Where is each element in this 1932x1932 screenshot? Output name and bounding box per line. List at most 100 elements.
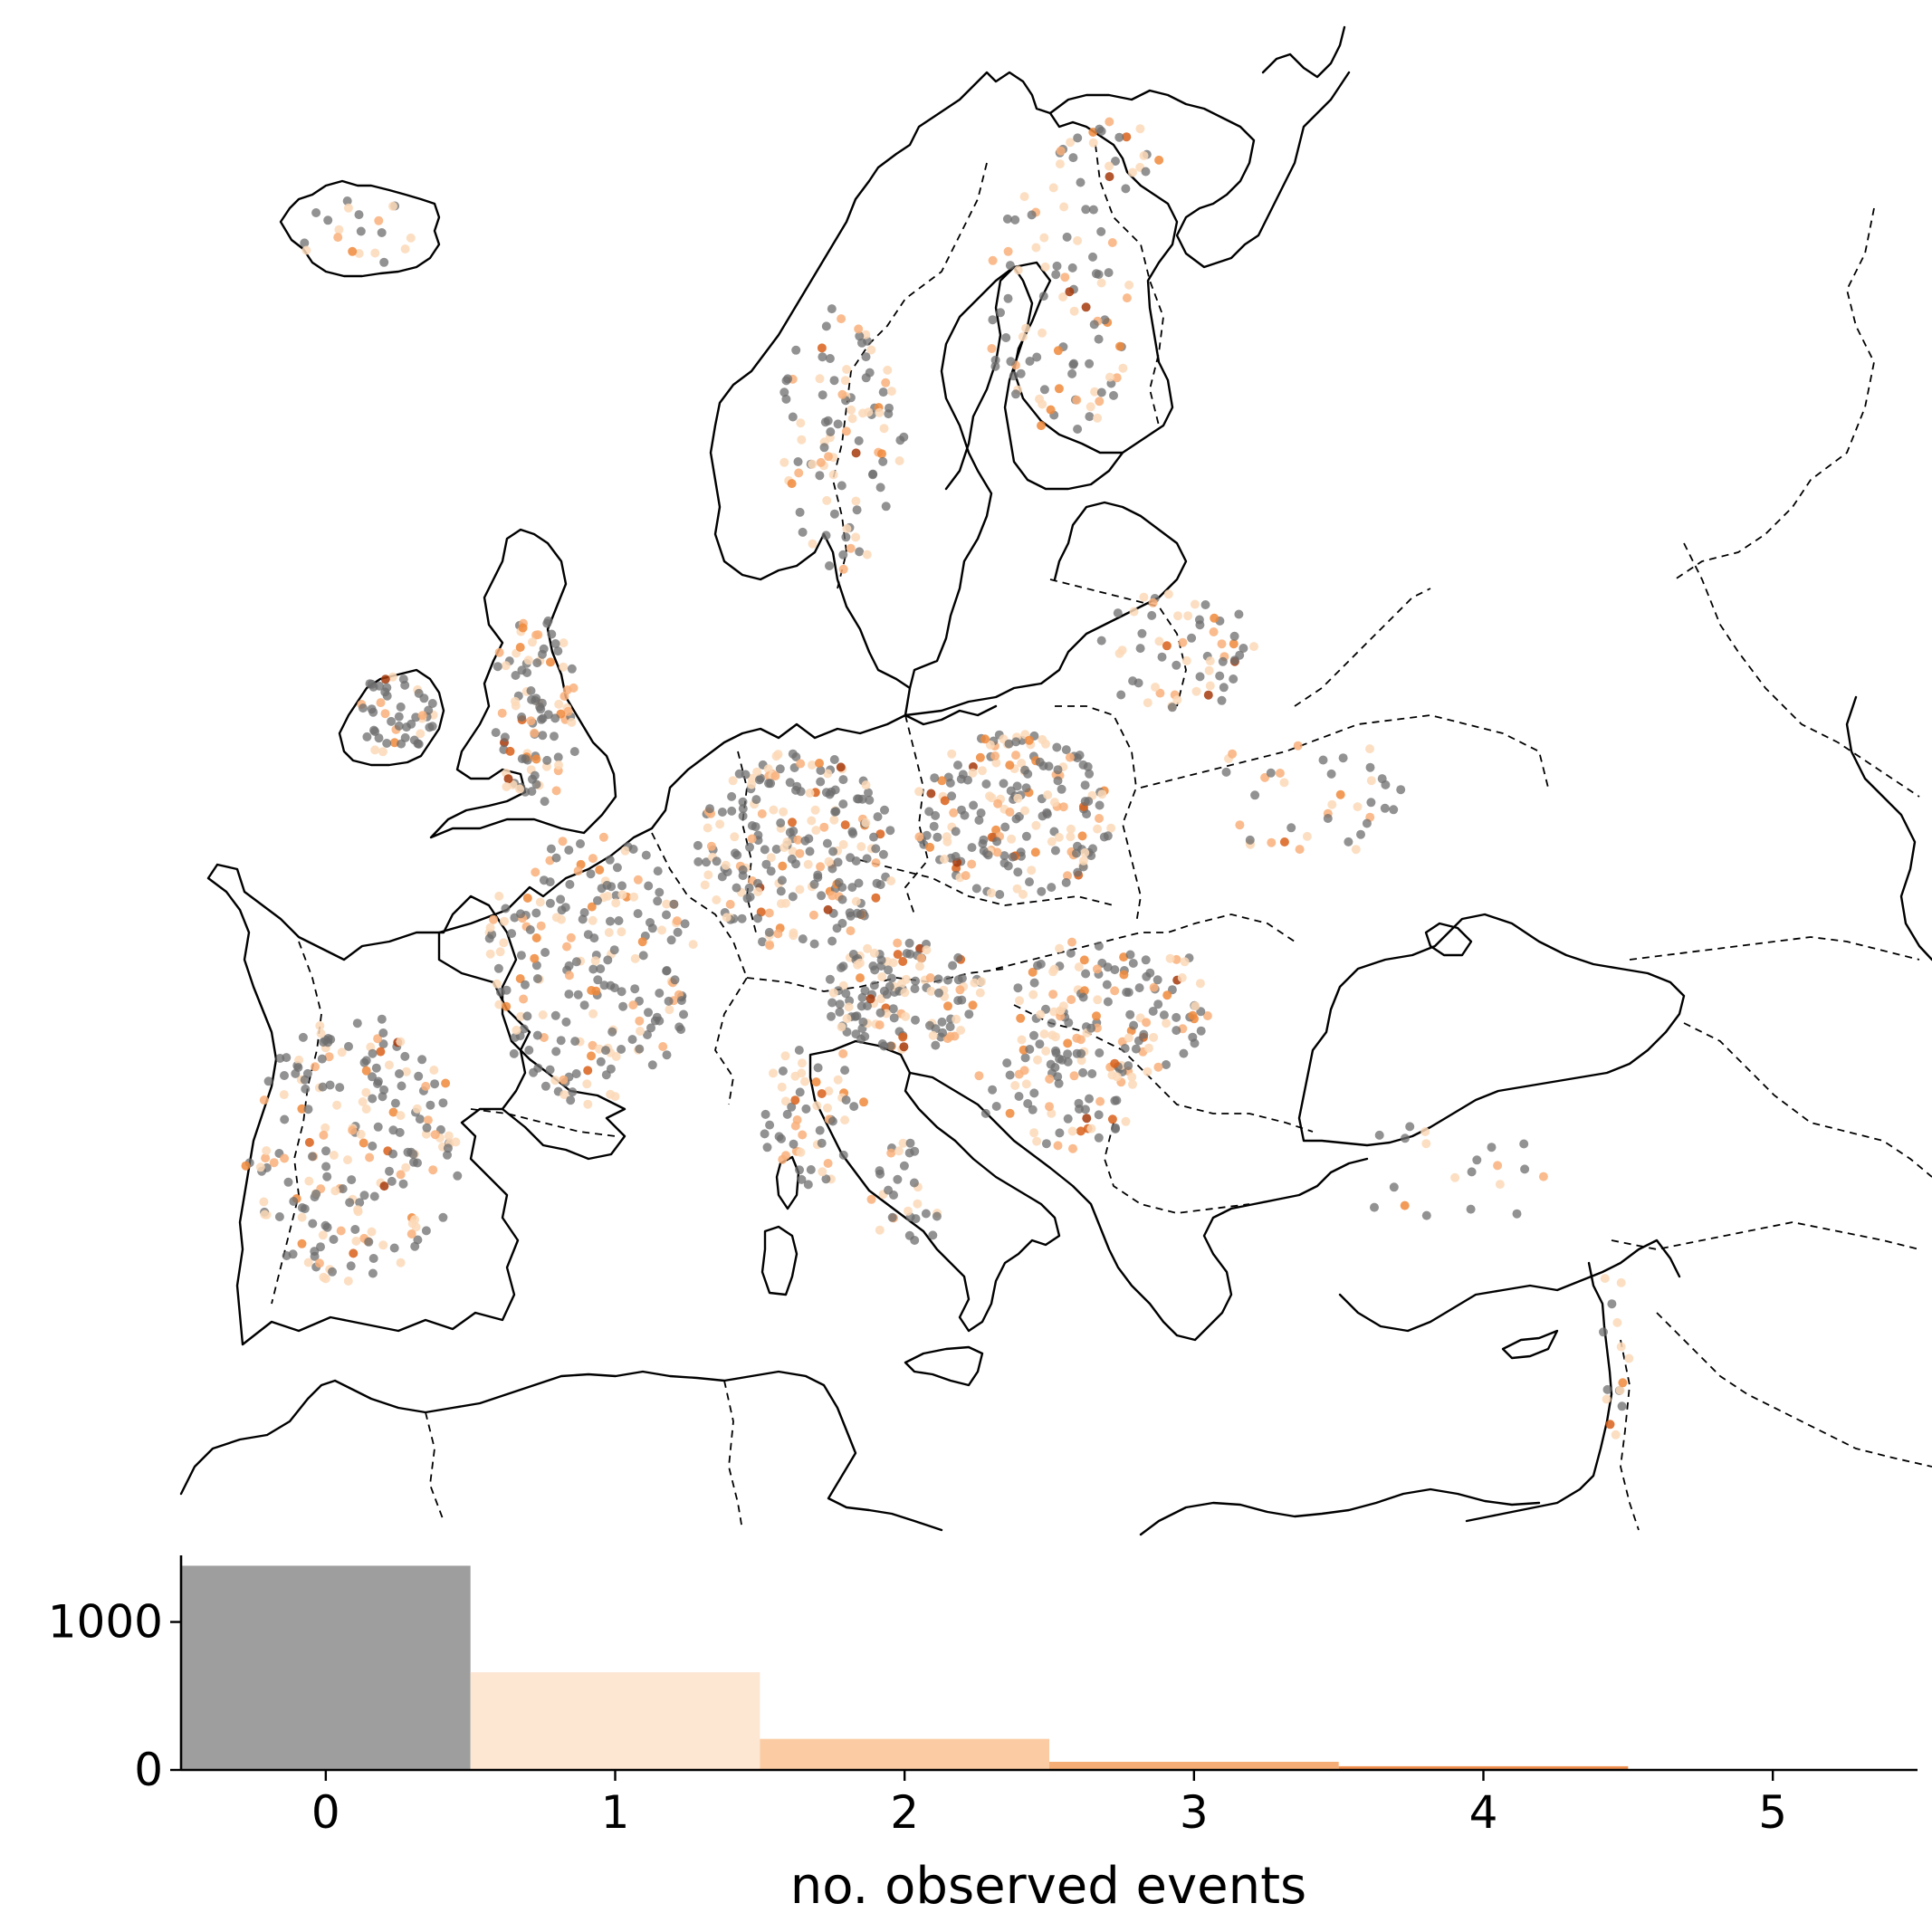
station-point: [1366, 776, 1376, 786]
station-point: [666, 935, 676, 945]
station-point: [992, 847, 1002, 857]
station-point: [551, 853, 561, 863]
station-point: [852, 908, 862, 918]
station-point: [617, 1045, 626, 1054]
station-point: [587, 902, 597, 912]
station-point: [647, 1060, 657, 1070]
station-point: [605, 855, 615, 865]
station-point: [1421, 1210, 1431, 1220]
station-point: [353, 1205, 363, 1215]
station-point: [825, 561, 834, 570]
station-point: [851, 896, 861, 906]
station-point: [511, 671, 521, 680]
station-point: [421, 1226, 431, 1236]
station-point: [1154, 155, 1164, 165]
station-point: [527, 787, 537, 797]
station-point: [1014, 1092, 1024, 1101]
station-point: [788, 818, 797, 827]
station-point: [929, 821, 939, 831]
station-point: [588, 1040, 598, 1050]
station-point: [314, 1258, 324, 1268]
station-point: [416, 729, 426, 739]
station-point: [816, 777, 826, 787]
station-point: [1083, 761, 1093, 771]
station-point: [1063, 871, 1072, 881]
station-point: [588, 915, 598, 925]
station-point: [928, 1030, 938, 1040]
station-point: [334, 225, 344, 234]
station-point: [808, 459, 818, 469]
station-point: [1323, 814, 1333, 823]
station-point: [888, 958, 898, 968]
station-point: [1602, 1394, 1612, 1404]
station-point: [1326, 769, 1336, 779]
station-point: [1055, 159, 1065, 169]
station-point: [798, 527, 808, 537]
station-point: [904, 1148, 914, 1158]
station-point: [451, 1137, 461, 1147]
station-point: [926, 789, 936, 799]
station-point: [489, 914, 498, 924]
station-point: [429, 1066, 439, 1075]
station-point: [564, 990, 574, 999]
station-point: [1068, 1143, 1077, 1153]
station-point: [922, 945, 932, 955]
station-point: [795, 1087, 805, 1097]
station-point: [1086, 1124, 1096, 1133]
station-point: [1011, 814, 1021, 824]
border-syria-iraq: [1611, 1221, 1920, 1250]
station-point: [522, 894, 532, 903]
station-point: [1065, 287, 1075, 297]
station-point: [528, 637, 537, 647]
station-point: [1195, 979, 1205, 989]
station-point: [1000, 822, 1010, 832]
station-point: [1141, 167, 1151, 177]
station-point: [700, 880, 710, 890]
station-point: [382, 739, 392, 748]
station-point: [408, 1149, 418, 1159]
station-point: [1519, 1139, 1529, 1149]
station-point: [567, 664, 577, 674]
station-point: [857, 992, 867, 1002]
station-point: [378, 1028, 388, 1038]
station-point: [914, 961, 924, 971]
station-point: [847, 827, 857, 837]
station-point: [1053, 776, 1063, 786]
station-point: [778, 861, 788, 871]
station-point: [364, 1237, 374, 1247]
station-point: [297, 1239, 307, 1248]
station-point: [1162, 990, 1172, 1000]
station-point: [753, 913, 762, 923]
station-point: [369, 1191, 379, 1201]
station-point: [1155, 688, 1165, 698]
station-point: [1043, 790, 1053, 799]
station-point: [732, 883, 741, 893]
station-point: [601, 1046, 610, 1056]
station-point: [1107, 238, 1117, 247]
station-point: [350, 1225, 360, 1234]
station-point: [540, 1081, 550, 1091]
station-point: [1250, 790, 1260, 800]
station-point: [1157, 652, 1167, 662]
station-point: [885, 1041, 895, 1051]
station-point: [311, 208, 321, 217]
station-point: [1031, 820, 1041, 830]
station-point: [842, 365, 852, 374]
station-point: [955, 985, 965, 995]
station-point: [289, 1197, 299, 1206]
station-point: [904, 938, 914, 948]
station-point: [987, 344, 997, 353]
x-tick-label-3: 3: [1180, 1786, 1209, 1839]
station-point: [779, 457, 789, 467]
station-point: [851, 1029, 861, 1039]
station-point: [1135, 644, 1145, 654]
station-point: [1025, 357, 1035, 366]
station-point: [816, 457, 826, 467]
station-point: [811, 1077, 821, 1087]
station-point: [790, 1095, 800, 1105]
station-point: [805, 789, 815, 798]
station-point: [369, 725, 378, 735]
station-point: [780, 1051, 790, 1061]
station-point: [1081, 205, 1091, 215]
station-point: [958, 770, 968, 779]
